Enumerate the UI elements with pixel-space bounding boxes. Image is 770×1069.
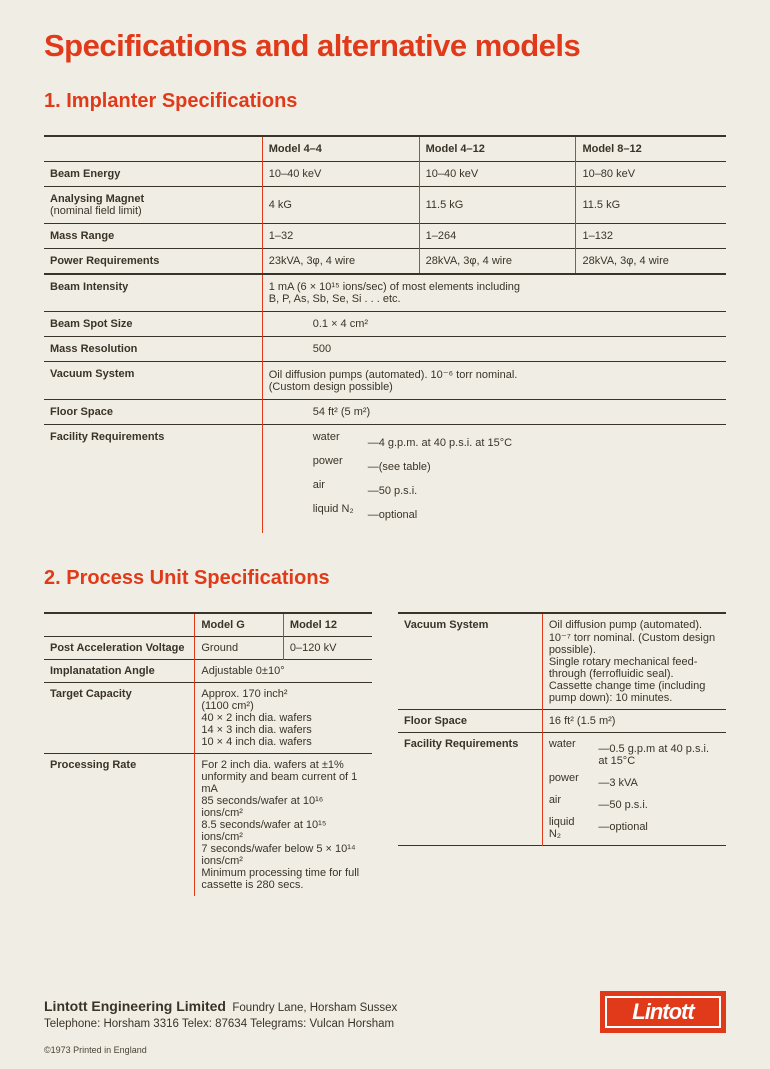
process-right-col: Vacuum System Oil diffusion pump (automa…	[398, 612, 726, 896]
footer: Lintott Engineering Limited Foundry Lane…	[44, 996, 726, 1033]
row-facility: Facility Requirements	[44, 425, 262, 534]
row-resolution: Mass Resolution	[44, 337, 262, 362]
copyright: ©1973 Printed in England	[44, 1045, 147, 1055]
row-vacuum: Vacuum System	[44, 362, 262, 400]
row-floor2: Floor Space	[398, 710, 542, 733]
implanter-table: Model 4–4 Model 4–12 Model 8–12 Beam Ene…	[44, 135, 726, 533]
company-contact: Telephone: Horsham 3316 Telex: 87634 Tel…	[44, 1018, 394, 1030]
row-facility2: Facility Requirements	[398, 733, 542, 846]
row-intensity: Beam Intensity	[44, 274, 262, 312]
row-power: Power Requirements	[44, 249, 262, 275]
col-model-4-12: Model 4–12	[419, 136, 576, 162]
section1-heading: 1. Implanter Specifications	[44, 90, 726, 113]
row-beam-energy: Beam Energy	[44, 162, 262, 187]
row-magnet: Analysing Magnet(nominal field limit)	[44, 187, 262, 224]
col-model-12: Model 12	[283, 613, 372, 637]
process-left-col: Model G Model 12 Post Acceleration Volta…	[44, 612, 372, 896]
row-floor: Floor Space	[44, 400, 262, 425]
row-vacuum2: Vacuum System	[398, 613, 542, 710]
row-angle: Implanatation Angle	[44, 660, 195, 683]
row-rate: Processing Rate	[44, 754, 195, 897]
col-model-4-4: Model 4–4	[262, 136, 419, 162]
col-model-8-12: Model 8–12	[576, 136, 726, 162]
company-name: Lintott Engineering Limited	[44, 998, 226, 1014]
row-mass-range: Mass Range	[44, 224, 262, 249]
col-model-g: Model G	[195, 613, 284, 637]
company-address: Foundry Lane, Horsham Sussex	[232, 1002, 397, 1014]
page-title: Specifications and alternative models	[44, 28, 726, 64]
lintott-logo: Lintott	[600, 991, 726, 1033]
row-spot: Beam Spot Size	[44, 312, 262, 337]
row-accel: Post Acceleration Voltage	[44, 637, 195, 660]
row-capacity: Target Capacity	[44, 683, 195, 754]
section2-heading: 2. Process Unit Specifications	[44, 567, 726, 590]
